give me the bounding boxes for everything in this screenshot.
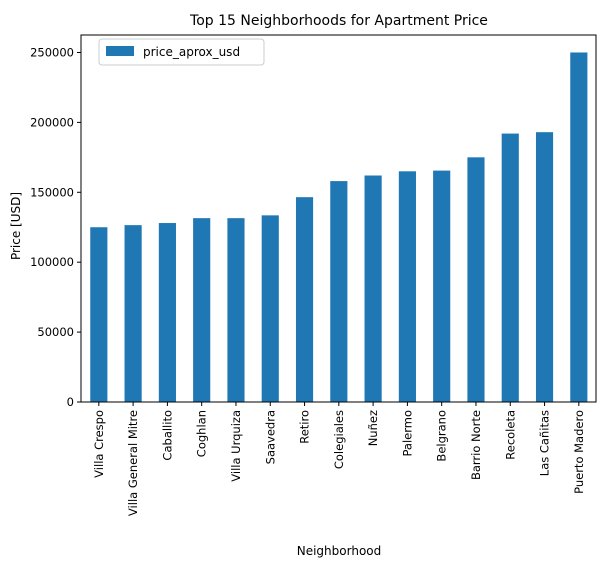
y-tick-label: 0 xyxy=(67,395,74,409)
y-tick-label: 200000 xyxy=(30,115,74,129)
x-tick-label: Villa General Mitre xyxy=(126,410,140,516)
y-axis-label: Price [USD] xyxy=(9,192,23,260)
x-tick-label: Palermo xyxy=(400,410,414,457)
x-axis-label: Neighborhood xyxy=(297,544,382,558)
plot-frame xyxy=(80,34,597,403)
bar-6 xyxy=(295,197,314,402)
bar-3 xyxy=(193,218,211,402)
x-tick-label: Coghlan xyxy=(195,410,209,457)
x-tick-label: Nuñez xyxy=(366,410,380,446)
bar-8 xyxy=(364,175,382,402)
bar-4 xyxy=(227,218,245,402)
bar-11 xyxy=(467,157,485,402)
x-tick-label: Barrio Norte xyxy=(469,410,483,480)
bar-9 xyxy=(398,171,416,402)
bar-14 xyxy=(570,52,588,402)
y-tick-label: 100000 xyxy=(30,255,74,269)
plot-area: Villa Crespo Villa General Mitre Caballito… xyxy=(30,34,597,516)
bar-0 xyxy=(90,227,108,402)
bar-5 xyxy=(261,215,279,402)
y-tick-label: 150000 xyxy=(30,185,74,199)
y-tick-label: 50000 xyxy=(37,325,74,339)
bar-7 xyxy=(330,181,348,402)
y-tick-label: 250000 xyxy=(30,45,74,59)
x-tick-label: Caballito xyxy=(160,410,174,461)
x-tick-label: Belgrano xyxy=(435,410,449,462)
bar-10 xyxy=(433,170,451,402)
x-tick-label: Las Cañitas xyxy=(538,410,552,476)
bar-12 xyxy=(501,133,519,402)
x-tick-label: Villa Crespo xyxy=(92,410,106,478)
legend-label: price_aprox_usd xyxy=(143,45,240,59)
bar-1 xyxy=(124,225,142,402)
x-tick-label: Villa Urquiza xyxy=(229,410,243,482)
x-tick-label: Recoleta xyxy=(503,410,517,460)
legend-frame xyxy=(98,38,265,66)
chart-title: Top 15 Neighborhoods for Apartment Price xyxy=(189,13,488,29)
legend-swatch xyxy=(106,46,134,56)
bar-13 xyxy=(535,132,554,403)
x-tick-label: Saavedra xyxy=(263,410,277,464)
x-tick-label: Colegiales xyxy=(332,410,346,469)
bar-2 xyxy=(158,223,176,402)
x-tick-label: Puerto Madero xyxy=(572,410,586,494)
x-tick-label: Retiro xyxy=(298,410,312,444)
legend: price_aprox_usd xyxy=(98,38,265,66)
